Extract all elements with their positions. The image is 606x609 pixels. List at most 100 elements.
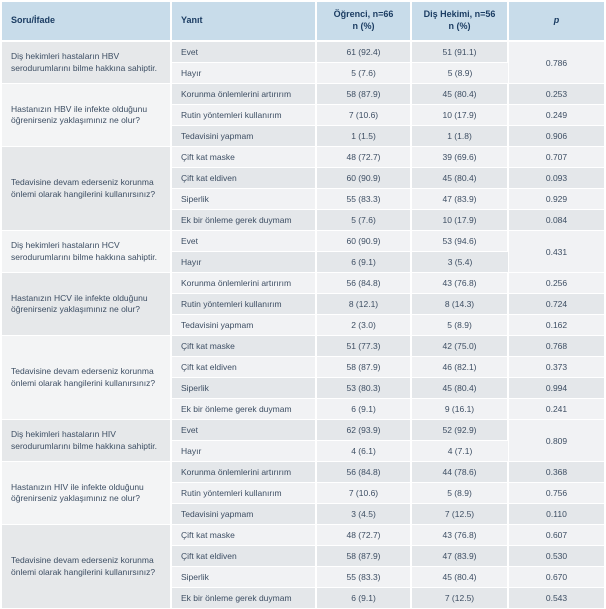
table-row: Rutin yöntemleri kullanırım 8 (12.1) 8 (14… (2, 293, 604, 315)
dentist-value-cell: 1 (1.8) (411, 125, 509, 147)
question-cell: Tedavisine devam ederseniz korunma önlem… (2, 335, 172, 420)
p-value-cell: 0.707 (508, 146, 604, 168)
col-header-student: Öğrenci, n=66 n (%) (316, 2, 412, 42)
question-cell: Tedavisine devam ederseniz korunma önlem… (2, 146, 172, 231)
answer-cell: Siperlik (171, 188, 317, 210)
p-value-cell: 0.724 (508, 293, 604, 315)
dentist-value-cell: 46 (82.1) (411, 356, 509, 378)
student-value-cell: 6 (9.1) (316, 398, 412, 420)
p-value-cell: 0.543 (508, 587, 604, 609)
dentist-value-cell: 5 (8.9) (411, 62, 508, 84)
answer-cell: Rutin yöntemleri kullanırım (171, 104, 317, 126)
answer-cell: Ek bir önleme gerek duymam (171, 587, 317, 609)
p-value-cell: 0.756 (508, 482, 604, 504)
dentist-value-cell: 8 (14.3) (411, 293, 509, 315)
answer-cell: Ek bir önleme gerek duymam (171, 209, 317, 231)
answer-cell: Siperlik (171, 377, 317, 399)
p-value-cell: 0.670 (508, 566, 604, 588)
p-value-cell: 0.368 (508, 461, 604, 483)
dentist-value-cell: 5 (8.9) (411, 482, 509, 504)
table-row: Hayır 5 (7.6) 5 (8.9) (2, 62, 604, 84)
dentist-value-cell: 42 (75.0) (411, 335, 509, 357)
table-row: Tedavisine devam ederseniz korunma önlem… (2, 524, 604, 609)
p-value-cell: 0.373 (508, 356, 604, 378)
dentist-value-cell: 53 (94.6) (411, 230, 509, 252)
col-header-dentist-line2: n (%) (448, 21, 471, 31)
student-value-cell: 5 (7.6) (316, 62, 412, 84)
student-value-cell: 58 (87.9) (316, 545, 412, 567)
p-value-cell: 0.084 (508, 209, 604, 231)
table-row: Rutin yöntemleri kullanırım 7 (10.6) 10 (1… (2, 104, 604, 126)
student-value-cell: 3 (4.5) (316, 503, 412, 525)
answer-cell: Korunma önlemlerini artırırım (171, 83, 317, 105)
answer-cell: Rutin yöntemleri kullanırım (171, 482, 317, 504)
header-row: Soru/İfade Yanıt Öğrenci, n=66 n (%) Diş… (2, 2, 604, 42)
p-value-cell: 0.253 (508, 83, 604, 105)
answer-cell: Siperlik (171, 566, 317, 588)
student-value-cell: 58 (87.9) (316, 83, 412, 105)
question-cell: Tedavisine devam ederseniz korunma önlem… (2, 524, 172, 609)
table-row: Tedavisini yapmam 2 (3.0) 5 (8.9) 0.162 (2, 314, 604, 336)
dentist-value-cell: 51 (91.1) (411, 41, 509, 63)
p-value-cell: 0.809 (508, 419, 604, 462)
col-header-dentist-line1: Diş Hekimi, n=56 (423, 9, 496, 20)
table-row: Tedavisine devam ederseniz korunma önlem… (2, 335, 604, 420)
p-value-cell: 0.093 (508, 167, 604, 189)
table-row: Çift kat eldiven 60 (90.9) 45 (80.4) 0.093 (2, 167, 604, 189)
p-value-cell: 0.431 (508, 230, 604, 273)
table-row: Hastanızın HIV ile infekte olduğunu öğre… (2, 461, 604, 525)
table-row: Hayır 4 (6.1) 4 (7.1) (2, 440, 604, 462)
answer-cell: Hayır (171, 251, 317, 273)
table-row: Diş hekimleri hastaların HBV serodurumla… (2, 41, 604, 84)
table-row: Tedavisine devam ederseniz korunma önlem… (2, 146, 604, 231)
answer-cell: Çift kat maske (171, 335, 317, 357)
student-value-cell: 6 (9.1) (316, 251, 412, 273)
p-value-cell: 0.241 (508, 398, 604, 420)
dentist-value-cell: 4 (7.1) (411, 440, 508, 462)
answer-cell: Hayır (171, 62, 317, 84)
answer-cell: Hayır (171, 440, 317, 462)
dentist-value-cell: 10 (17.9) (411, 104, 509, 126)
student-value-cell: 60 (90.9) (316, 230, 412, 252)
answer-cell: Korunma önlemlerini artırırım (171, 461, 317, 483)
student-value-cell: 48 (72.7) (316, 524, 412, 546)
student-value-cell: 61 (92.4) (316, 41, 412, 63)
dentist-value-cell: 43 (76.8) (411, 272, 509, 294)
table-row: Siperlik 55 (83.3) 47 (83.9) 0.929 (2, 188, 604, 210)
col-header-answer: Yanıt (171, 2, 317, 42)
question-cell: Hastanızın HCV ile infekte olduğunu öğre… (2, 272, 172, 336)
dentist-value-cell: 47 (83.9) (411, 545, 509, 567)
dentist-value-cell: 10 (17.9) (411, 209, 509, 231)
col-header-question: Soru/İfade (2, 2, 172, 42)
dentist-value-cell: 52 (92.9) (411, 419, 509, 441)
dentist-value-cell: 47 (83.9) (411, 188, 509, 210)
student-value-cell: 56 (84.8) (316, 272, 412, 294)
dentist-value-cell: 7 (12.5) (411, 587, 509, 609)
dentist-value-cell: 45 (80.4) (411, 377, 509, 399)
student-value-cell: 4 (6.1) (316, 440, 412, 462)
col-header-student-line2: n (%) (352, 21, 375, 31)
dentist-value-cell: 45 (80.4) (411, 167, 509, 189)
p-value-cell: 0.906 (508, 125, 604, 147)
student-value-cell: 7 (10.6) (316, 482, 412, 504)
answer-cell: Tedavisini yapmam (171, 503, 317, 525)
table-row: Siperlik 53 (80.3) 45 (80.4) 0.994 (2, 377, 604, 399)
answer-cell: Çift kat maske (171, 524, 317, 546)
student-value-cell: 58 (87.9) (316, 356, 412, 378)
table-row: Tedavisini yapmam 1 (1.5) 1 (1.8) 0.906 (2, 125, 604, 147)
answer-cell: Çift kat maske (171, 146, 317, 168)
student-value-cell: 56 (84.8) (316, 461, 412, 483)
student-value-cell: 53 (80.3) (316, 377, 412, 399)
dentist-value-cell: 43 (76.8) (411, 524, 509, 546)
table-row: Rutin yöntemleri kullanırım 7 (10.6) 5 (8.… (2, 482, 604, 504)
p-value-cell: 0.256 (508, 272, 604, 294)
dentist-value-cell: 7 (12.5) (411, 503, 509, 525)
table-body: Diş hekimleri hastaların HBV serodurumla… (2, 41, 604, 609)
answer-cell: Evet (171, 230, 317, 252)
p-value-cell: 0.530 (508, 545, 604, 567)
question-cell: Hastanızın HBV ile infekte olduğunu öğre… (2, 83, 172, 147)
answer-cell: Korunma önlemlerini artırırım (171, 272, 317, 294)
p-value-cell: 0.994 (508, 377, 604, 399)
col-header-p: p (508, 2, 604, 42)
